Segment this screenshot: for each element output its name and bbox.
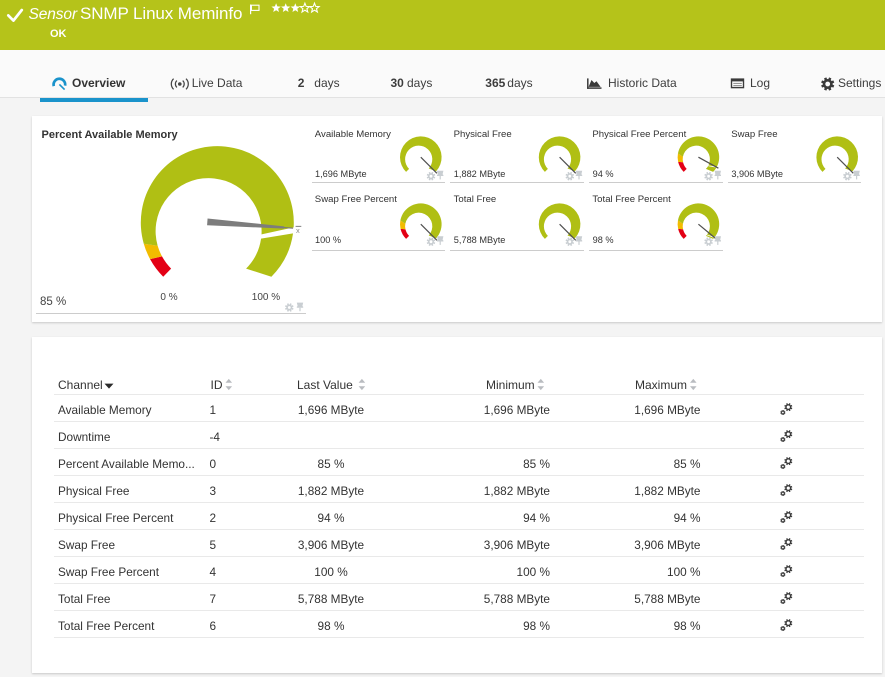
svg-text:x: x [296,226,300,235]
